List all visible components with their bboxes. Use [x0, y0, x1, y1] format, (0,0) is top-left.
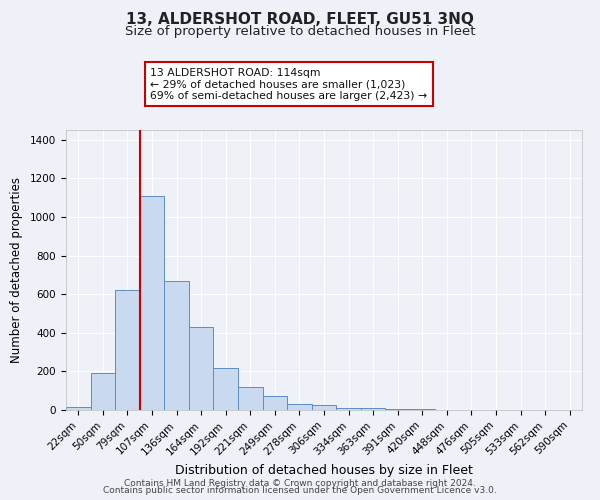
Text: 13, ALDERSHOT ROAD, FLEET, GU51 3NQ: 13, ALDERSHOT ROAD, FLEET, GU51 3NQ: [126, 12, 474, 28]
X-axis label: Distribution of detached houses by size in Fleet: Distribution of detached houses by size …: [175, 464, 473, 476]
Bar: [214, 368, 238, 410]
Text: Size of property relative to detached houses in Fleet: Size of property relative to detached ho…: [125, 25, 475, 38]
Bar: [312, 405, 336, 410]
Bar: [336, 408, 361, 410]
Text: Contains public sector information licensed under the Open Government Licence v3: Contains public sector information licen…: [103, 486, 497, 495]
Bar: [287, 404, 312, 410]
Bar: [361, 408, 385, 410]
Text: Contains HM Land Registry data © Crown copyright and database right 2024.: Contains HM Land Registry data © Crown c…: [124, 478, 476, 488]
Bar: [164, 280, 189, 410]
Bar: [238, 387, 263, 410]
Bar: [385, 409, 410, 410]
Bar: [66, 407, 91, 410]
Y-axis label: Number of detached properties: Number of detached properties: [10, 177, 23, 363]
Bar: [91, 374, 115, 410]
Bar: [263, 396, 287, 410]
Bar: [115, 290, 140, 410]
Bar: [140, 196, 164, 410]
Text: 13 ALDERSHOT ROAD: 114sqm
← 29% of detached houses are smaller (1,023)
69% of se: 13 ALDERSHOT ROAD: 114sqm ← 29% of detac…: [150, 68, 427, 100]
Bar: [189, 327, 214, 410]
